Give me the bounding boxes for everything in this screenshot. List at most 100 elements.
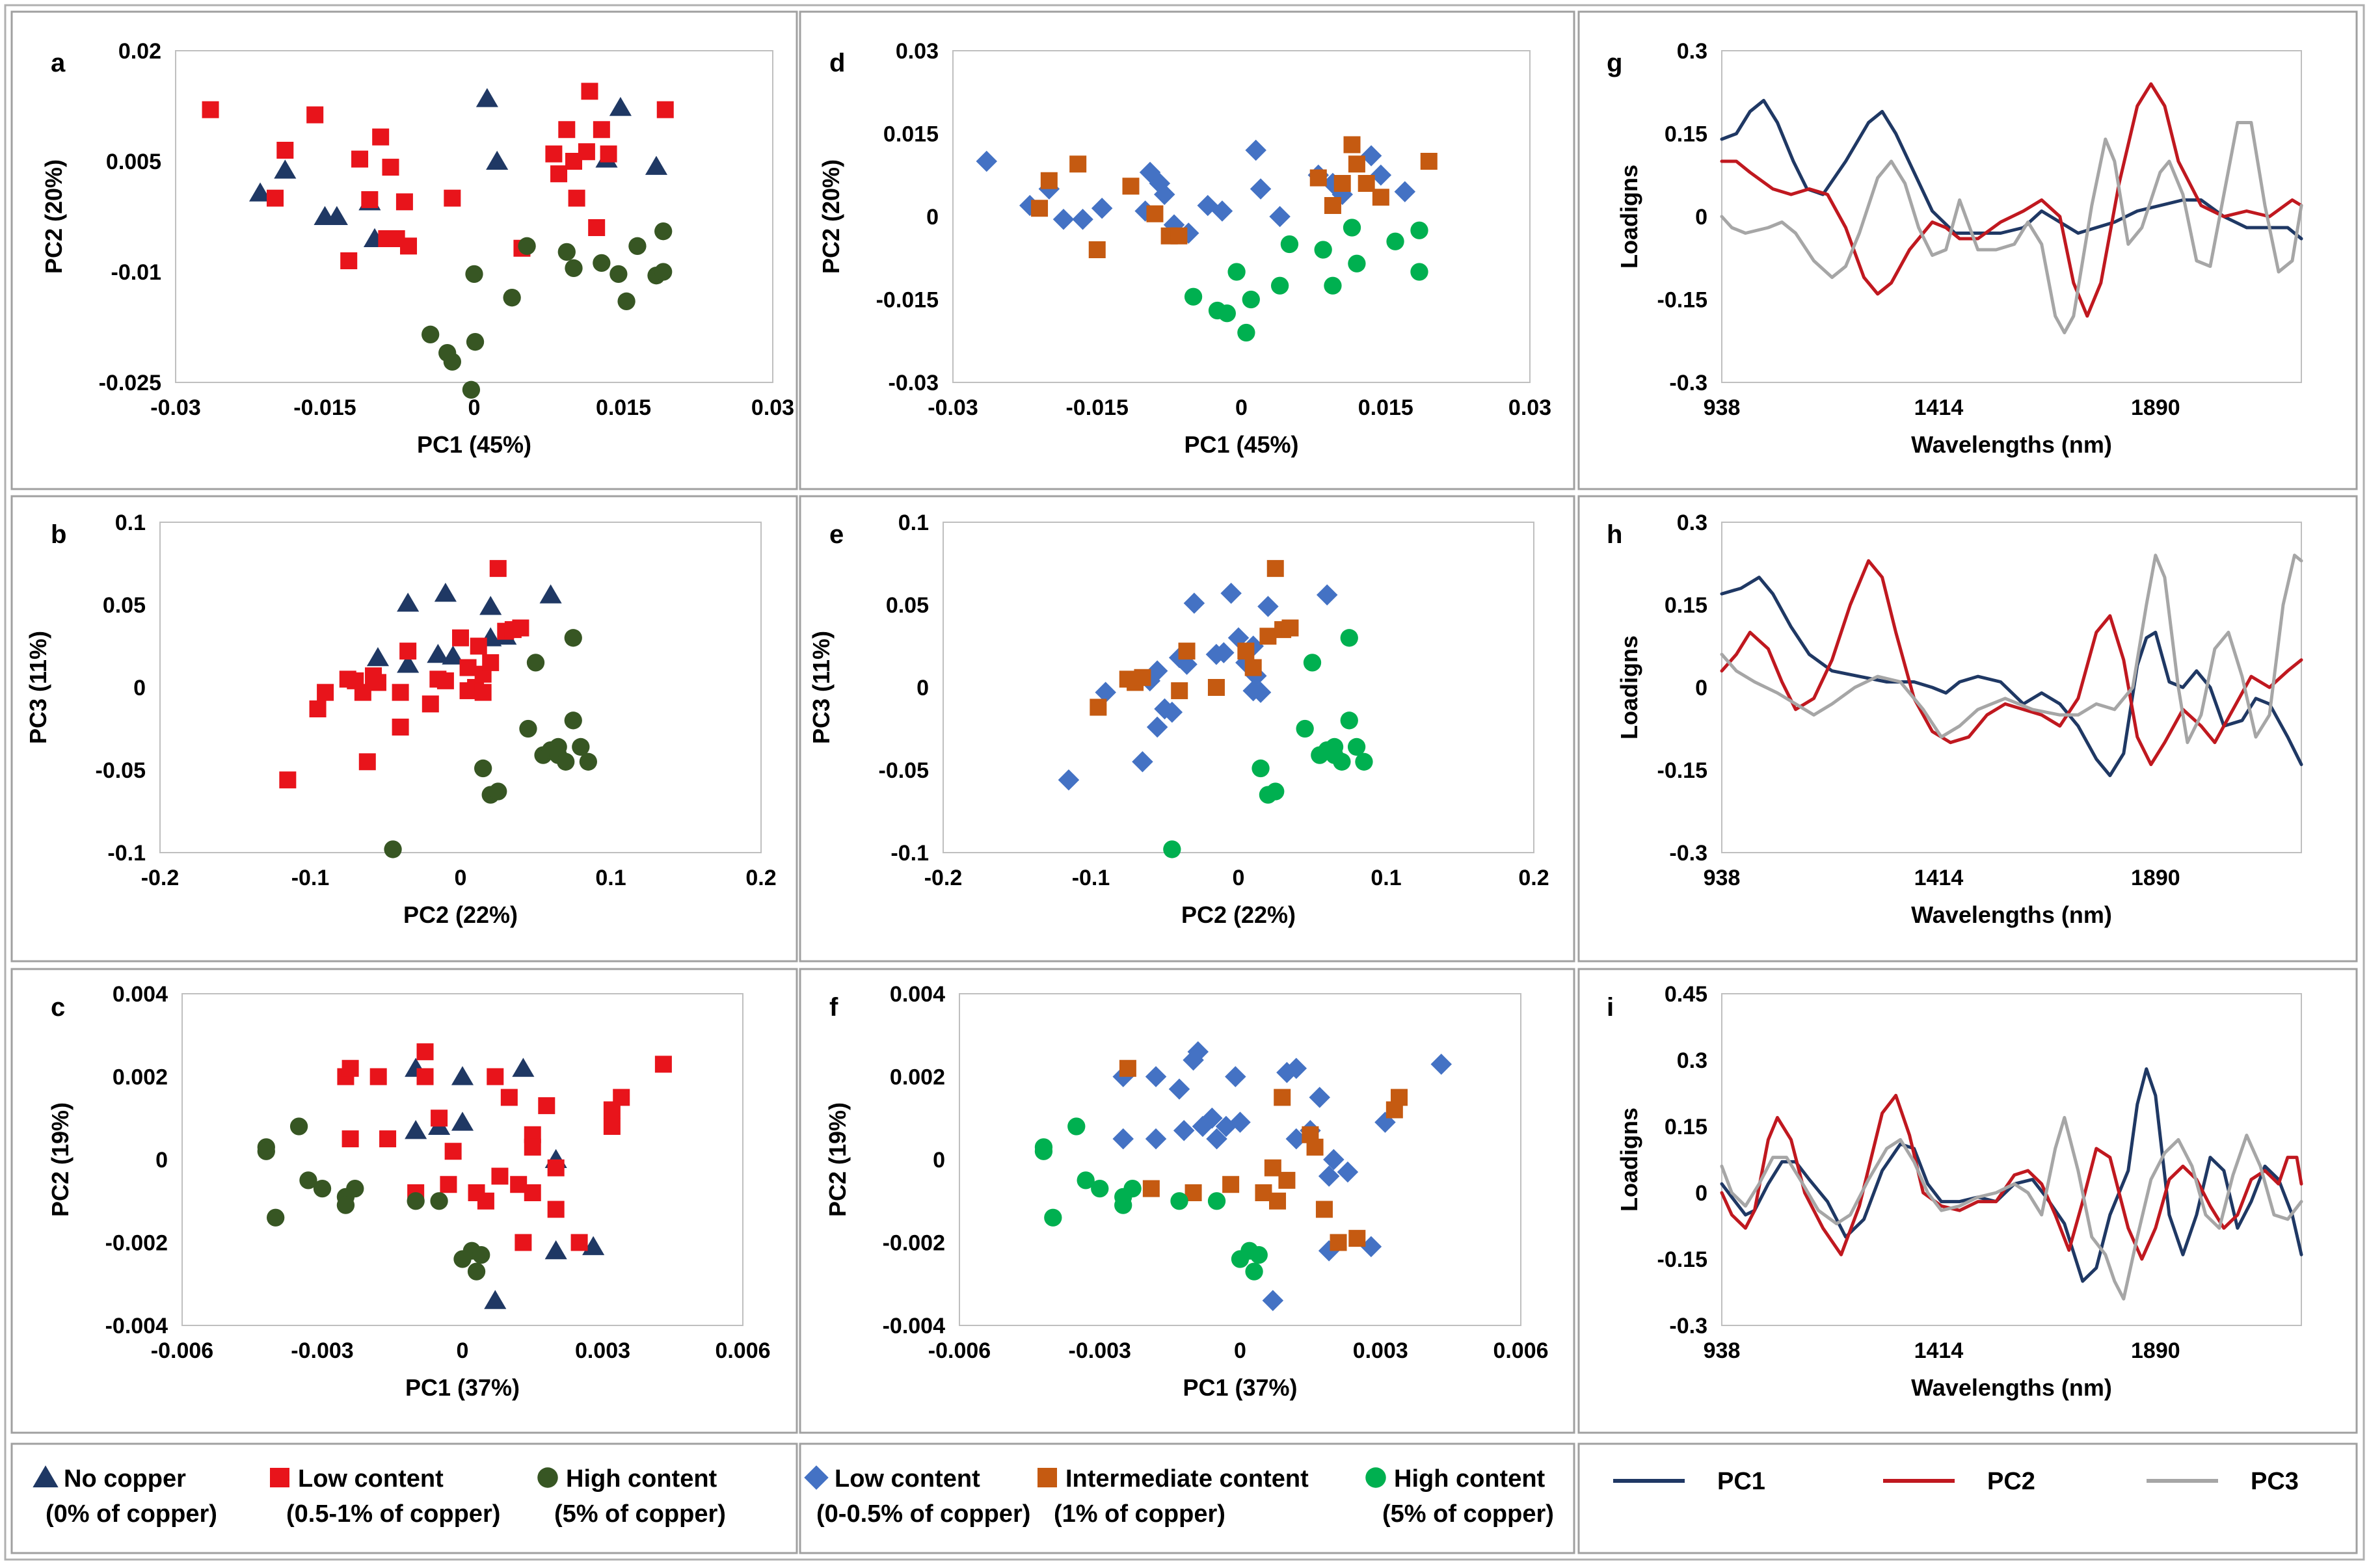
series-high-content [1034,1117,1268,1281]
plot-area [181,993,743,1326]
marker-diamond [1145,1128,1167,1150]
marker-square [524,1184,541,1201]
line-pc2 [1720,559,2303,766]
marker-circle [474,759,492,778]
panel-label: e [829,520,844,549]
marker-square [361,191,379,208]
panel-label: f [829,993,838,1022]
marker-square [436,672,454,689]
marker-circle [1114,1196,1132,1214]
marker-square [1420,153,1438,170]
x-tick-label: -0.003 [291,1338,353,1363]
y-tick-label: -0.15 [1657,1247,1708,1272]
marker-circle [489,782,507,801]
marker-square [1333,175,1351,192]
marker-diamond [1316,584,1338,606]
marker-square [444,189,461,207]
marker-square [202,101,219,118]
y-tick-label: -0.004 [105,1314,168,1338]
marker-square [538,1097,555,1115]
marker-square [512,619,529,637]
marker-square [1207,679,1225,696]
marker-circle [1251,759,1270,778]
marker-square [1122,178,1140,195]
legend-frame [10,1442,798,1554]
marker-square [1391,1089,1408,1106]
marker-square [267,189,284,207]
panel-a: a -0.03 -0.015 0 0.015 0.03 -0.025 -0.01 0.005 0.… [40,39,794,458]
marker-triangle [325,206,348,225]
marker-diamond [1173,1120,1195,1141]
marker-square [351,150,369,168]
marker-circle [1245,1262,1263,1281]
marker-circle [1163,840,1181,858]
marker-circle [1347,737,1366,756]
marker-square [1171,682,1188,700]
plot-area [1721,522,2302,853]
legend-label: PC2 [1987,1468,2035,1495]
panel-d: d -0.03 -0.015 0 0.015 0.03 -0.03 -0.015 0 0.015 0… [818,39,1551,458]
marker-circle [472,1245,490,1264]
marker-square [369,1068,387,1085]
line-pc1 [1720,1067,2303,1283]
y-tick-label: 0.002 [890,1065,945,1090]
marker-square [1146,205,1164,222]
series-no-copper [366,582,562,673]
series-high-content [384,629,597,858]
marker-circle [467,1262,486,1281]
x-tick-label: 1414 [1914,395,1964,420]
y-tick-label: 0.1 [115,511,146,535]
marker-square [452,629,469,646]
marker-circle [519,719,537,738]
marker-square [395,193,413,211]
marker-square [459,659,477,676]
panel-frame [1577,968,2358,1434]
x-tick-label: -0.03 [928,395,978,420]
legend-label: PC1 [1717,1468,1765,1495]
marker-circle [628,237,647,255]
marker-square [550,165,568,183]
legend-3: PC1 PC2 PC3 [1613,1468,2299,1495]
marker-triangle [512,1057,535,1077]
series-intermediate-content [1090,560,1299,716]
y-tick-label: -0.015 [876,288,939,313]
panel-frame [10,495,798,963]
series-low-content [202,83,674,269]
marker-square [440,1176,457,1193]
marker-circle [407,1192,425,1210]
marker-square [422,695,439,713]
x-tick-label: 938 [1704,1338,1741,1363]
x-tick-label: 0 [1235,395,1248,420]
marker-square [1266,560,1284,578]
marker-triangle [484,1290,507,1309]
marker-diamond [1370,165,1392,186]
x-axis-title: PC1 (45%) [1184,431,1298,458]
marker-triangle [609,97,632,116]
y-tick-label: -0.15 [1657,758,1708,783]
marker-circle [593,254,611,272]
marker-triangle [248,182,272,202]
x-tick-label: -0.006 [928,1338,991,1363]
panel-label: d [829,49,845,77]
marker-diamond [1250,178,1272,200]
x-tick-label: 0.003 [1353,1338,1408,1363]
marker-square [474,684,492,701]
marker-diamond [1132,751,1153,773]
marker-triangle [645,155,668,175]
marker-diamond [1095,682,1116,703]
y-tick-label: 0.02 [118,39,161,64]
x-axis-title: Wavelengths (nm) [1911,431,2112,458]
marker-circle [1237,323,1255,342]
plot-area [1721,993,2302,1326]
marker-diamond [1360,1236,1382,1258]
x-axis-title: Wavelengths (nm) [1911,901,2112,928]
marker-square [1170,227,1188,245]
x-tick-label: -0.015 [293,395,356,420]
panel-label: h [1607,520,1622,549]
marker-circle [1270,276,1289,295]
y-tick-label: -0.05 [96,758,146,783]
marker-circle [1242,290,1260,309]
marker-triangle [434,582,457,602]
marker-diamond [1318,1165,1340,1187]
marker-diamond [1309,1087,1331,1108]
